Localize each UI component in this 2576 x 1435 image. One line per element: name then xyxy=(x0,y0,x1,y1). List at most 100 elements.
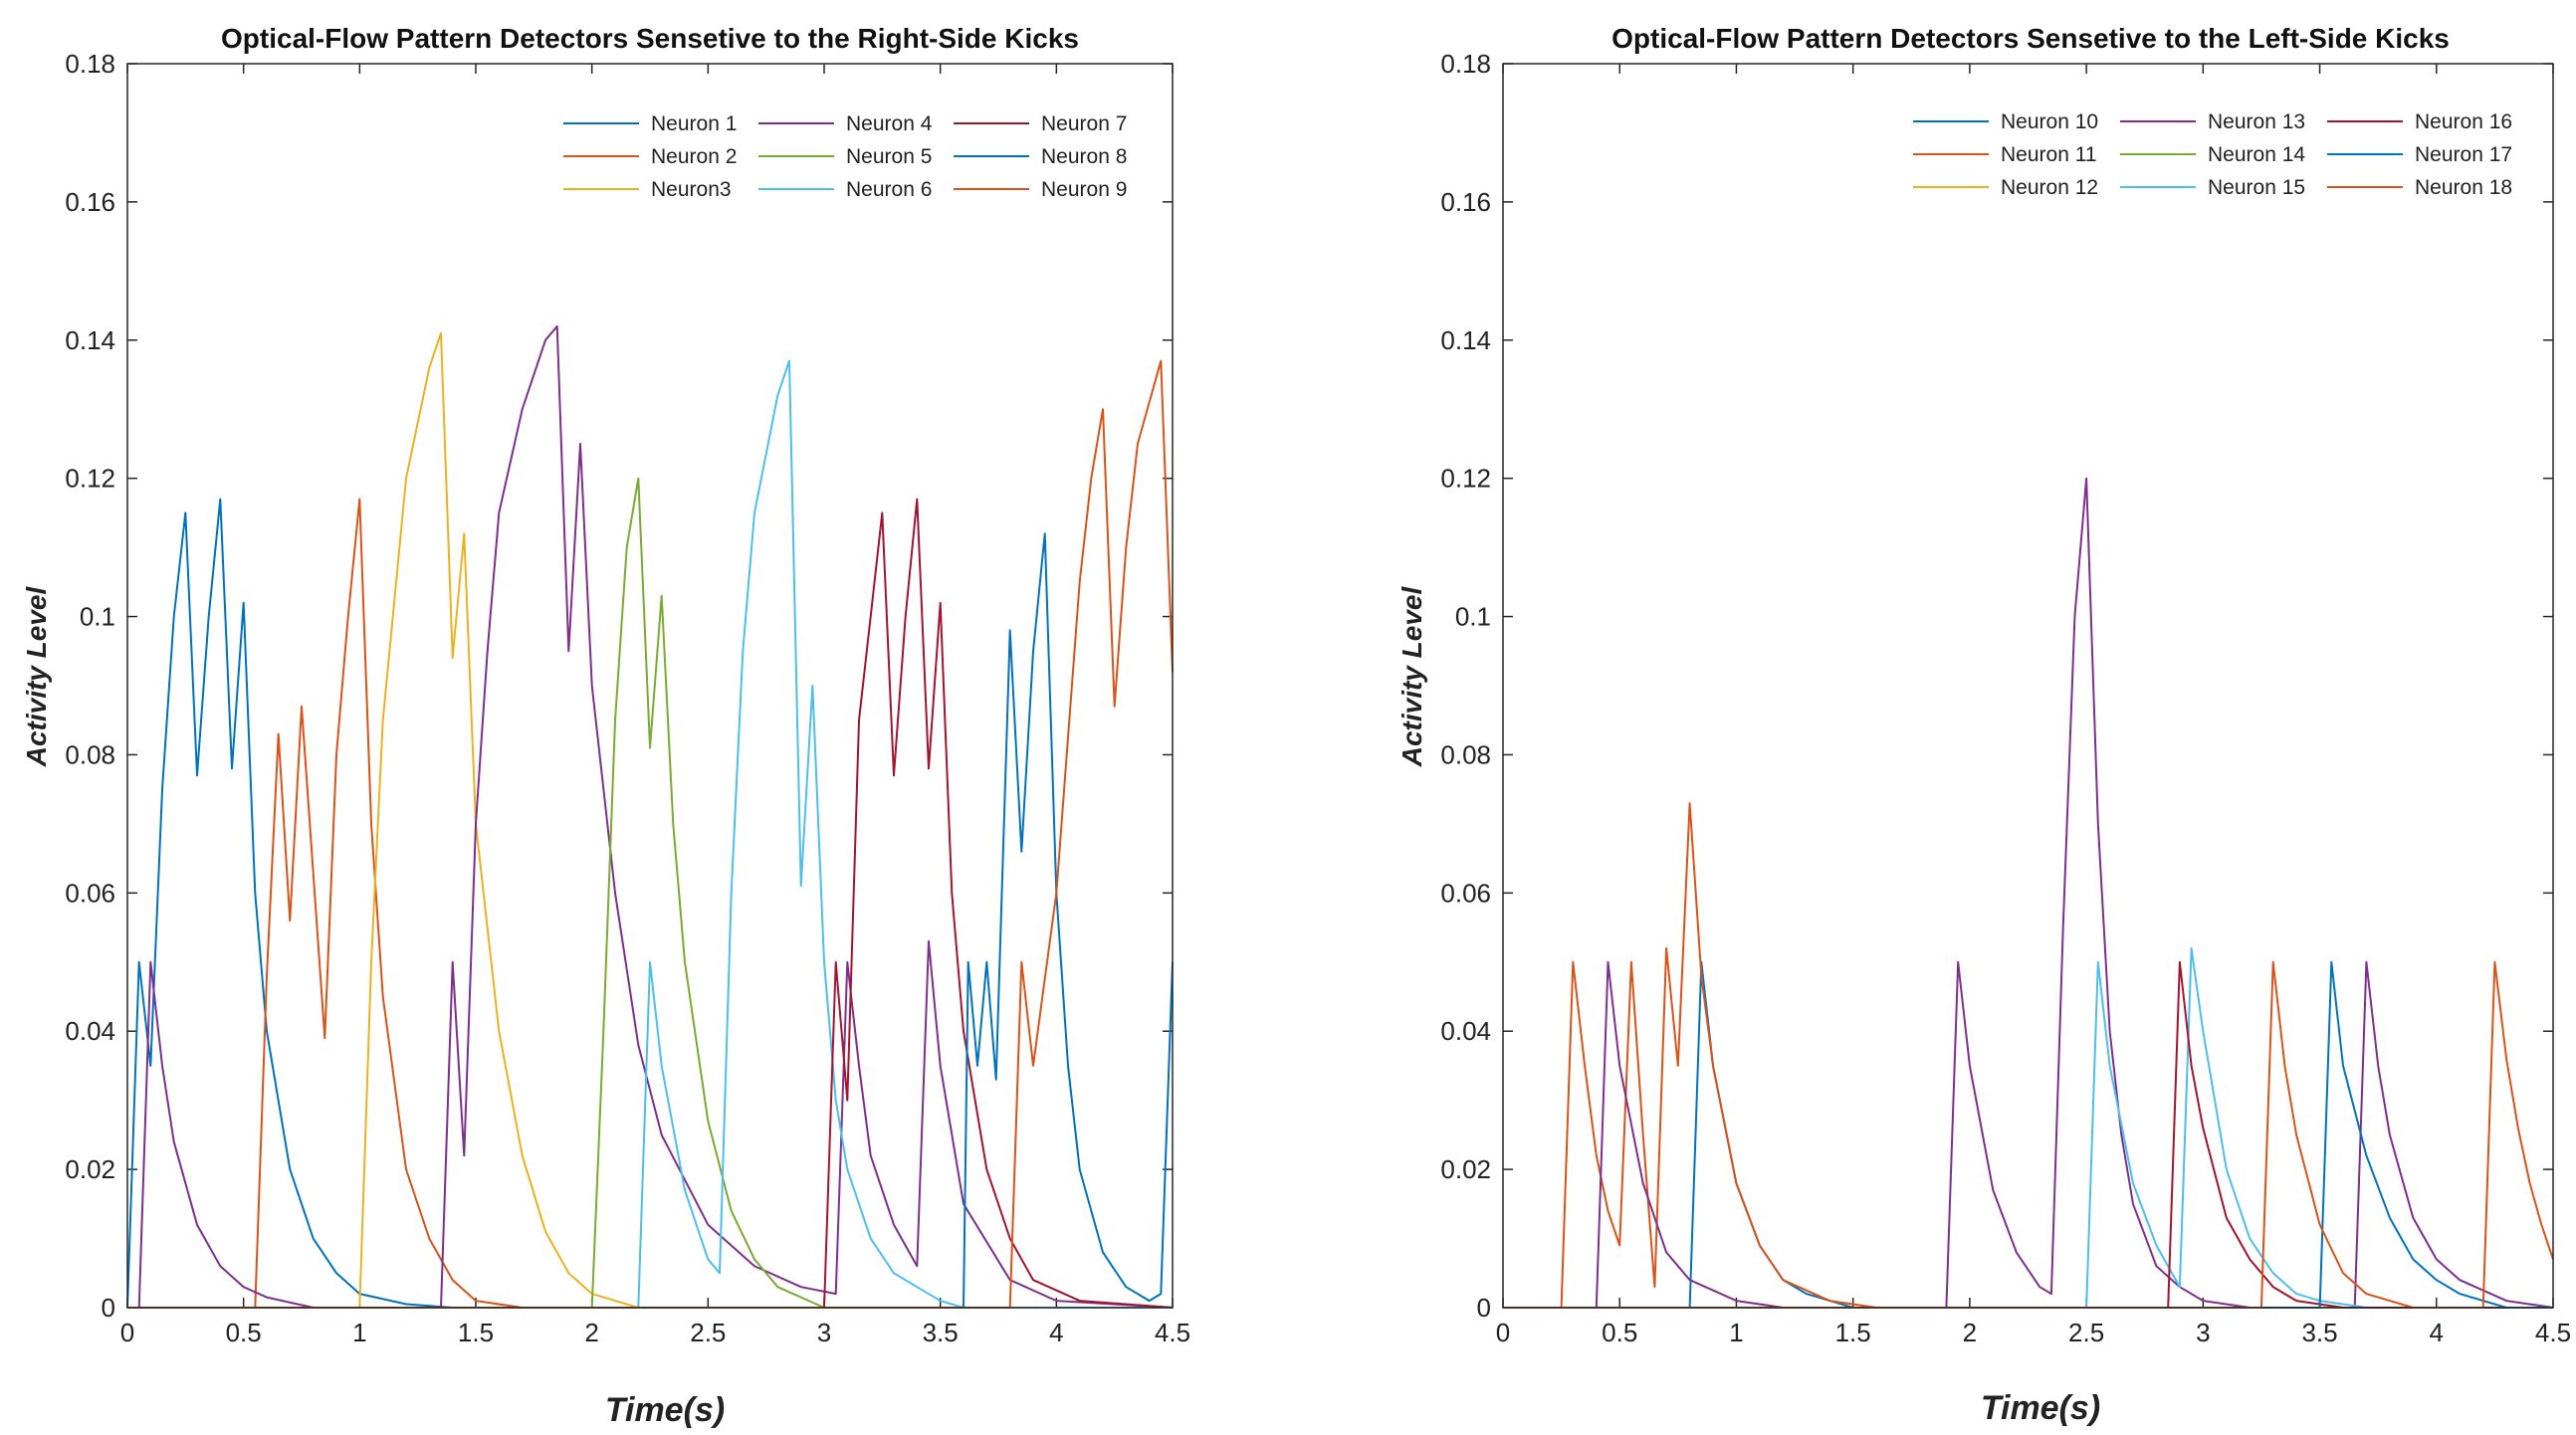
x-tick-label: 3 xyxy=(2196,1318,2210,1347)
x-axis-label: Time(s) xyxy=(1981,1389,2100,1427)
legend-label: Neuron 18 xyxy=(2415,176,2512,199)
legend-label: Neuron 14 xyxy=(2208,143,2305,166)
legend-label: Neuron 11 xyxy=(2001,143,2097,166)
y-tick-label: 0.14 xyxy=(65,325,115,355)
legend-label: Neuron 9 xyxy=(1041,178,1127,201)
y-tick-label: 0 xyxy=(102,1293,115,1323)
legend-item: Neuron 7 xyxy=(954,112,1127,135)
left-kicks-panel: 0 0.5 1 1.5 2 2.5 3 3.5 4 4.5 0 0.02 0.04 0.06 0.08 0.1… xyxy=(1396,23,2571,1427)
series-lines xyxy=(126,324,1174,1309)
y-tick-label: 0.08 xyxy=(1440,739,1491,769)
series-line-neuron-16 xyxy=(1503,960,2553,1309)
chart-title: Optical-Flow Pattern Detectors Sensetive… xyxy=(221,23,1079,54)
legend-label: Neuron 12 xyxy=(2001,176,2098,199)
series-line-neuron-17 xyxy=(1503,960,2553,1309)
legend: Neuron 1 Neuron 2 Neuron3 Neuron 4 Neuron 5 N… xyxy=(563,112,1127,201)
legend-item: Neuron 4 xyxy=(758,112,933,135)
x-tick-label: 2 xyxy=(1963,1318,1977,1347)
legend-label: Neuron 16 xyxy=(2415,110,2512,133)
legend-item: Neuron 5 xyxy=(758,145,932,168)
x-tick-label: 4 xyxy=(1049,1318,1063,1347)
legend-label: Neuron 17 xyxy=(2415,143,2512,166)
x-tick-label: 1 xyxy=(1729,1318,1743,1347)
y-tick-label: 0.1 xyxy=(1455,602,1491,632)
y-tick-label: 0.14 xyxy=(1440,325,1491,355)
x-tick-label: 2 xyxy=(584,1318,598,1347)
x-tick-label: 1 xyxy=(352,1318,366,1347)
y-tick-label: 0.06 xyxy=(65,878,115,908)
legend-item: Neuron 18 xyxy=(2327,176,2512,199)
series-line-neuron-5 xyxy=(127,477,1173,1309)
x-tick-label: 4.5 xyxy=(1155,1318,1190,1347)
y-tick-label: 0.16 xyxy=(65,187,115,217)
legend-item: Neuron 2 xyxy=(563,145,737,168)
legend-item: Neuron 6 xyxy=(758,178,932,201)
legend-label: Neuron 7 xyxy=(1041,112,1127,135)
plot-area xyxy=(127,64,1173,1308)
series-line-neuron-15 xyxy=(1503,946,2553,1309)
y-tick-label: 0.12 xyxy=(1440,464,1491,494)
legend-item: Neuron 15 xyxy=(2120,176,2305,199)
series-line-neuron3 xyxy=(127,331,1173,1309)
right-kicks-panel: 0 0.5 1 1.5 2 2.5 3 3.5 4 4.5 0 0.02 0.04 0.06 0.08 0.1… xyxy=(21,23,1190,1429)
x-tick-label: 1.5 xyxy=(1835,1318,1871,1347)
series-line-neuron-2 xyxy=(127,498,1173,1309)
legend-label: Neuron 4 xyxy=(846,112,933,135)
y-tick-label: 0.06 xyxy=(1440,878,1491,908)
series-line-neuron-4 xyxy=(127,324,1174,1309)
legend-item: Neuron 14 xyxy=(2120,143,2305,166)
y-tick-label: 0.04 xyxy=(65,1016,115,1046)
plot-frame xyxy=(126,63,1174,1309)
y-tick-label: 0 xyxy=(1477,1293,1491,1323)
y-tick-label: 0.04 xyxy=(1440,1016,1491,1046)
x-tick-label: 1.5 xyxy=(458,1318,494,1347)
series-line-neuron-1 xyxy=(126,498,1173,1309)
y-axis-label: Activity Level xyxy=(21,586,52,768)
legend-label: Neuron3 xyxy=(651,178,732,201)
y-tick-label: 0.18 xyxy=(65,49,115,79)
x-tick-label: 2.5 xyxy=(690,1318,726,1347)
legend-label: Neuron 15 xyxy=(2208,176,2305,199)
y-axis-label: Activity Level xyxy=(1396,586,1427,768)
series-line-neuron-9 xyxy=(127,359,1174,1309)
series-line-neuron-7 xyxy=(127,498,1174,1309)
y-tick-label: 0.02 xyxy=(65,1154,115,1184)
x-tick-label: 0.5 xyxy=(226,1318,262,1347)
series-line-neuron-8 xyxy=(127,532,1174,1309)
legend-item: Neuron3 xyxy=(563,178,732,201)
legend-label: Neuron 10 xyxy=(2001,110,2098,133)
y-tick-label: 0.08 xyxy=(65,739,115,769)
legend-item: Neuron 16 xyxy=(2327,110,2512,133)
legend-label: Neuron 2 xyxy=(651,145,737,168)
chart-title: Optical-Flow Pattern Detectors Sensetive… xyxy=(1611,23,2450,54)
legend-item: Neuron 11 xyxy=(1913,143,2097,166)
x-tick-label: 3.5 xyxy=(2301,1318,2337,1347)
x-tick-label: 3 xyxy=(817,1318,831,1347)
y-tick-label: 0.12 xyxy=(65,464,115,494)
x-tick-label: 2.5 xyxy=(2068,1318,2104,1347)
x-tick-label: 4 xyxy=(2430,1318,2444,1347)
x-tick-label: 0 xyxy=(120,1318,134,1347)
legend-item: Neuron 8 xyxy=(954,145,1127,168)
legend: Neuron 10 Neuron 11 Neuron 12 Neuron 13 Neur… xyxy=(1913,110,2512,199)
series-lines xyxy=(1503,477,2554,1309)
tick-labels: 0 0.5 1 1.5 2 2.5 3 3.5 4 4.5 0 0.02 0.04 0.06 0.08 0.1… xyxy=(65,49,1190,1347)
x-tick-label: 3.5 xyxy=(923,1318,959,1347)
legend-label: Neuron 8 xyxy=(1041,145,1127,168)
x-tick-label: 4.5 xyxy=(2535,1318,2571,1347)
x-tick-label: 0 xyxy=(1496,1318,1510,1347)
series-line-neuron-6 xyxy=(127,359,1173,1309)
series-line-neuron-13 xyxy=(1503,477,2554,1309)
y-tick-label: 0.02 xyxy=(1440,1154,1491,1184)
plot-frame xyxy=(1502,63,2554,1309)
legend-label: Neuron 1 xyxy=(651,112,737,135)
legend-label: Neuron 6 xyxy=(846,178,932,201)
legend-item: Neuron 9 xyxy=(954,178,1127,201)
plot-area xyxy=(1503,64,2553,1308)
series-line-neuron-11 xyxy=(1503,802,2553,1309)
y-tick-label: 0.16 xyxy=(1440,187,1491,217)
legend-item: Neuron 13 xyxy=(2120,110,2305,133)
y-tick-label: 0.18 xyxy=(1440,49,1491,79)
legend-label: Neuron 13 xyxy=(2208,110,2305,133)
tick-labels: 0 0.5 1 1.5 2 2.5 3 3.5 4 4.5 0 0.02 0.04 0.06 0.08 0.1… xyxy=(1440,49,2571,1347)
